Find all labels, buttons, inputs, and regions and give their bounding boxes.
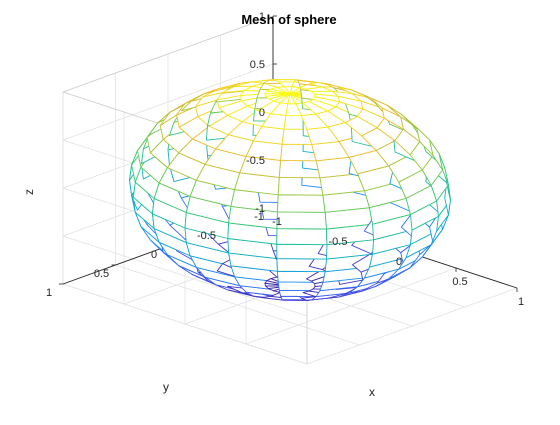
x-axis-label: x <box>369 385 375 399</box>
z-tick-label: -1 <box>255 203 265 215</box>
grid-line <box>62 283 308 365</box>
sphere-mesh <box>129 79 451 301</box>
x-tick-label: -1 <box>272 216 282 228</box>
mesh-face <box>276 211 327 230</box>
y-tick-label: 0.5 <box>94 268 109 280</box>
y-tick-label: 1 <box>46 287 52 299</box>
mesh-face <box>416 127 434 156</box>
chart-title: Mesh of sphere <box>241 12 336 27</box>
x-tick-label: 0 <box>396 256 402 268</box>
x-tick-label: 1 <box>518 296 524 308</box>
z-axis-label: z <box>22 189 36 195</box>
mesh-face <box>276 194 326 213</box>
y-axis-label: y <box>163 380 169 394</box>
grid-line <box>115 264 360 346</box>
y-tick-label: 0 <box>151 249 157 261</box>
x-tick-label: -0.5 <box>329 236 348 248</box>
y-tick-label: -1 <box>254 211 264 223</box>
x-tick-label: 0.5 <box>452 276 467 288</box>
y-tick-label: -0.5 <box>197 230 216 242</box>
z-tick-label: 1 <box>259 11 265 23</box>
grid-line <box>306 287 518 365</box>
grid-line <box>245 267 457 345</box>
box-edge <box>62 15 274 93</box>
grid-line <box>62 63 274 141</box>
z-tick-label: 0.5 <box>250 59 265 71</box>
mesh-face <box>276 228 328 246</box>
z-tick-label: -0.5 <box>246 155 265 167</box>
z-tick-label: 0 <box>259 107 265 119</box>
